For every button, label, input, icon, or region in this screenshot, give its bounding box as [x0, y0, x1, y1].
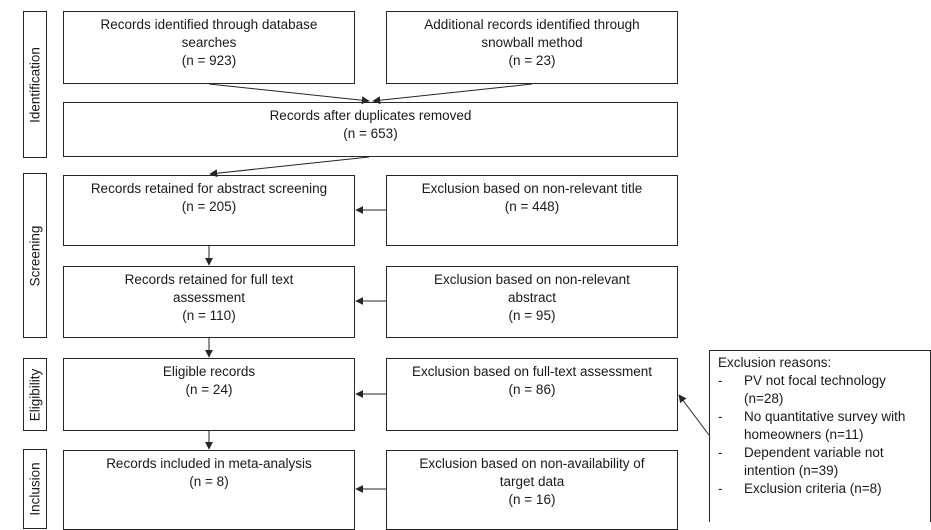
- reason-item: - Exclusion criteria (n=8): [718, 480, 930, 498]
- box-line: Additional records identified through: [424, 17, 640, 32]
- box-line: (n = 923): [181, 53, 237, 68]
- box-line: Exclusion based on non-relevant: [434, 272, 630, 287]
- arrow-reasons-to-fulltext: [678, 394, 710, 436]
- box-line: snowball method: [481, 35, 583, 50]
- box-line: Exclusion based on full-text assessment: [411, 364, 653, 379]
- box-line: (n = 8): [189, 474, 229, 489]
- phase-screening: Screening: [23, 173, 47, 338]
- reason-dash: -: [718, 409, 723, 424]
- phase-inclusion: Inclusion: [23, 449, 47, 529]
- box-line: target data: [499, 474, 565, 489]
- reason-dash: -: [718, 445, 723, 460]
- reason-text: PV not focal technology: [744, 373, 886, 388]
- box-line: Records included in meta-analysis: [106, 456, 312, 471]
- box-line: Exclusion based on non-availability of: [419, 456, 645, 471]
- included-records-box: Records included in meta-analysis (n = 8…: [63, 450, 355, 530]
- box-line: Records identified through database: [100, 17, 318, 32]
- duplicates-removed-box: Records after duplicates removed (n = 65…: [63, 102, 678, 157]
- exclusion-reasons-box: Exclusion reasons: - PV not focal technol…: [709, 350, 931, 522]
- box-line: (n = 653): [343, 126, 398, 141]
- reason-dash: -: [718, 481, 723, 496]
- reasons-header: Exclusion reasons:: [718, 355, 832, 370]
- box-line: (n = 86): [508, 382, 556, 397]
- phase-identification: Identification: [23, 11, 47, 158]
- reason-text-cont: (n=28): [744, 391, 784, 406]
- box-line: Records retained for abstract screening: [90, 181, 328, 196]
- box-line: Exclusion based on non-relevant title: [421, 181, 643, 196]
- eligible-records-box: Eligible records (n = 24): [63, 358, 355, 431]
- box-line: Records after duplicates removed: [269, 108, 472, 123]
- abstract-screening-box: Records retained for abstract screening …: [63, 175, 355, 246]
- database-records-box: Records identified through database sear…: [63, 11, 355, 84]
- box-line: (n = 205): [181, 199, 237, 214]
- reason-text: Exclusion criteria (n=8): [744, 481, 882, 496]
- box-line: assessment: [172, 290, 246, 305]
- arrow-duplicates-to-screening: [209, 156, 370, 178]
- full-text-assessment-box: Records retained for full text assessmen…: [63, 266, 355, 338]
- reason-item: - PV not focal technology (n=28): [718, 372, 930, 408]
- box-line: abstract: [507, 290, 557, 305]
- phase-eligibility: Eligibility: [23, 358, 47, 431]
- box-line: (n = 16): [508, 492, 556, 507]
- reason-item: - Dependent variable not intention (n=39): [718, 444, 930, 480]
- box-line: (n = 95): [508, 308, 556, 323]
- box-line: Records retained for full text: [124, 272, 294, 287]
- snowball-records-box: Additional records identified through sn…: [386, 11, 678, 84]
- reason-item: - No quantitative survey with homeowners …: [718, 408, 930, 444]
- box-line: (n = 24): [185, 382, 233, 397]
- box-line: (n = 23): [508, 53, 556, 68]
- exclusion-title-box: Exclusion based on non-relevant title (n…: [386, 175, 678, 246]
- box-line: (n = 448): [504, 199, 560, 214]
- reason-text-cont: intention (n=39): [744, 463, 839, 478]
- reason-text-cont: homeowners (n=11): [744, 427, 864, 442]
- reason-dash: -: [718, 373, 723, 388]
- exclusion-abstract-box: Exclusion based on non-relevant abstract…: [386, 266, 678, 338]
- box-line: Eligible records: [162, 364, 256, 379]
- reason-text: No quantitative survey with: [744, 409, 906, 424]
- box-line: (n = 110): [182, 308, 236, 323]
- box-line: searches: [181, 35, 237, 50]
- reason-text: Dependent variable not: [744, 445, 884, 460]
- arrow-database-to-duplicates: [208, 83, 370, 105]
- exclusion-fulltext-box: Exclusion based on full-text assessment …: [386, 358, 678, 431]
- arrow-snowball-to-duplicates: [372, 83, 533, 105]
